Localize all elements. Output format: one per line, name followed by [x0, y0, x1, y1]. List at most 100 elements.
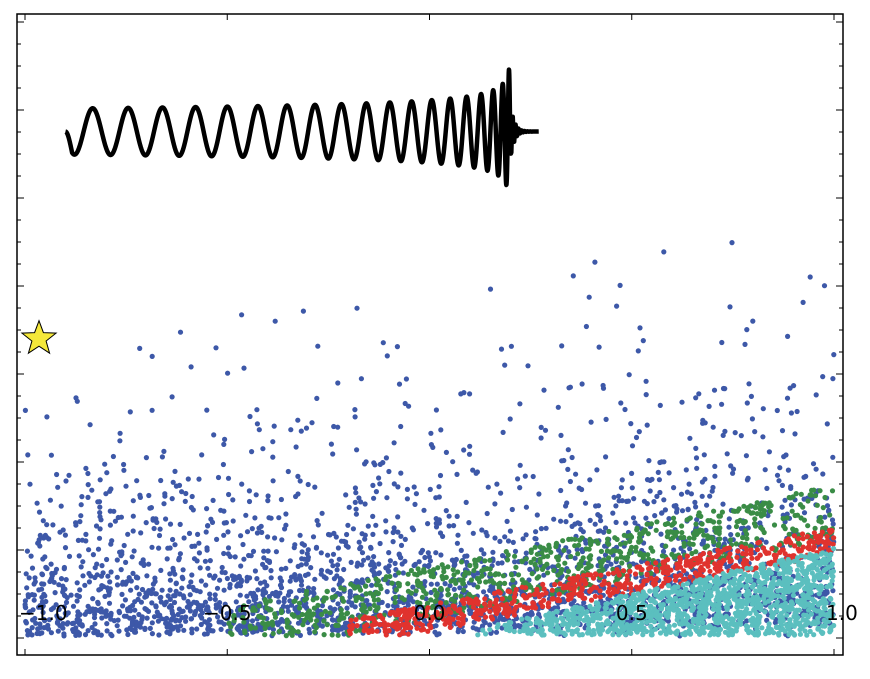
data-point — [149, 600, 155, 606]
data-point — [260, 561, 266, 568]
data-point — [792, 431, 798, 437]
data-point — [331, 576, 337, 582]
data-point — [748, 565, 754, 571]
data-point — [277, 575, 283, 581]
data-point — [699, 587, 706, 593]
data-point — [249, 526, 255, 532]
data-point — [183, 618, 189, 624]
data-point — [666, 583, 672, 589]
data-point — [798, 515, 804, 521]
data-point — [270, 626, 276, 633]
data-point — [336, 617, 342, 623]
data-point — [78, 513, 84, 519]
data-point — [802, 554, 808, 560]
data-point — [610, 566, 616, 572]
data-point — [693, 504, 699, 510]
data-point — [648, 623, 654, 630]
data-point — [192, 608, 199, 615]
data-point — [238, 563, 244, 569]
data-point — [246, 498, 253, 505]
data-point — [75, 537, 81, 544]
data-point — [606, 581, 612, 587]
data-point — [594, 607, 600, 614]
data-point — [396, 570, 402, 576]
data-point — [231, 614, 237, 620]
data-point — [693, 528, 699, 534]
data-point — [830, 588, 836, 594]
data-point — [204, 407, 210, 413]
data-point — [159, 454, 165, 460]
data-point — [568, 601, 574, 607]
data-point — [537, 559, 543, 565]
data-point — [447, 624, 453, 631]
data-point — [711, 387, 718, 393]
data-point — [805, 498, 811, 504]
data-point — [237, 592, 243, 598]
data-point — [743, 541, 749, 547]
data-point — [97, 526, 103, 532]
data-point — [760, 500, 767, 506]
data-point — [442, 621, 448, 627]
data-point — [243, 512, 249, 518]
data-point — [265, 534, 271, 540]
data-point — [569, 454, 575, 461]
data-point — [221, 441, 227, 447]
data-point — [130, 498, 136, 504]
data-point — [321, 632, 327, 638]
data-point — [790, 526, 796, 532]
data-point — [374, 628, 380, 634]
data-point — [468, 577, 474, 583]
data-point — [66, 553, 73, 560]
data-point — [387, 573, 393, 580]
data-point — [410, 584, 416, 590]
data-point — [36, 509, 43, 515]
data-point — [199, 452, 205, 458]
data-point — [512, 548, 519, 555]
data-point — [762, 467, 768, 473]
data-point — [231, 618, 237, 624]
data-point — [287, 578, 293, 584]
data-point — [517, 602, 523, 608]
data-point — [716, 530, 722, 537]
data-point — [428, 618, 434, 624]
data-point — [398, 555, 404, 561]
data-point — [508, 343, 514, 349]
data-point — [295, 491, 301, 497]
data-point — [104, 556, 110, 563]
data-point — [532, 544, 538, 550]
data-point — [217, 577, 223, 583]
data-point — [473, 470, 479, 476]
data-point — [25, 452, 31, 458]
data-point — [298, 562, 304, 568]
data-point — [179, 615, 185, 621]
data-point — [576, 542, 582, 548]
data-point — [272, 611, 278, 617]
data-point — [369, 627, 375, 633]
data-point — [685, 506, 691, 512]
data-point — [97, 514, 103, 520]
data-point — [590, 575, 597, 581]
data-point — [800, 536, 806, 542]
data-point — [791, 383, 797, 389]
data-point — [421, 566, 427, 573]
data-point — [361, 557, 367, 563]
data-point — [627, 568, 633, 575]
data-point — [744, 565, 750, 571]
data-point — [415, 566, 421, 572]
data-point — [171, 599, 178, 606]
data-point — [607, 585, 613, 592]
data-point — [481, 551, 487, 557]
data-point — [183, 490, 189, 497]
data-point — [343, 539, 349, 545]
data-point — [717, 525, 723, 531]
data-point — [784, 511, 790, 517]
data-point — [359, 562, 365, 568]
data-point — [728, 532, 734, 538]
data-point — [814, 502, 820, 508]
data-point — [650, 580, 656, 587]
data-point — [644, 619, 650, 626]
data-point — [653, 576, 660, 582]
data-point — [592, 571, 599, 577]
data-point — [615, 611, 621, 617]
data-point — [439, 613, 445, 619]
